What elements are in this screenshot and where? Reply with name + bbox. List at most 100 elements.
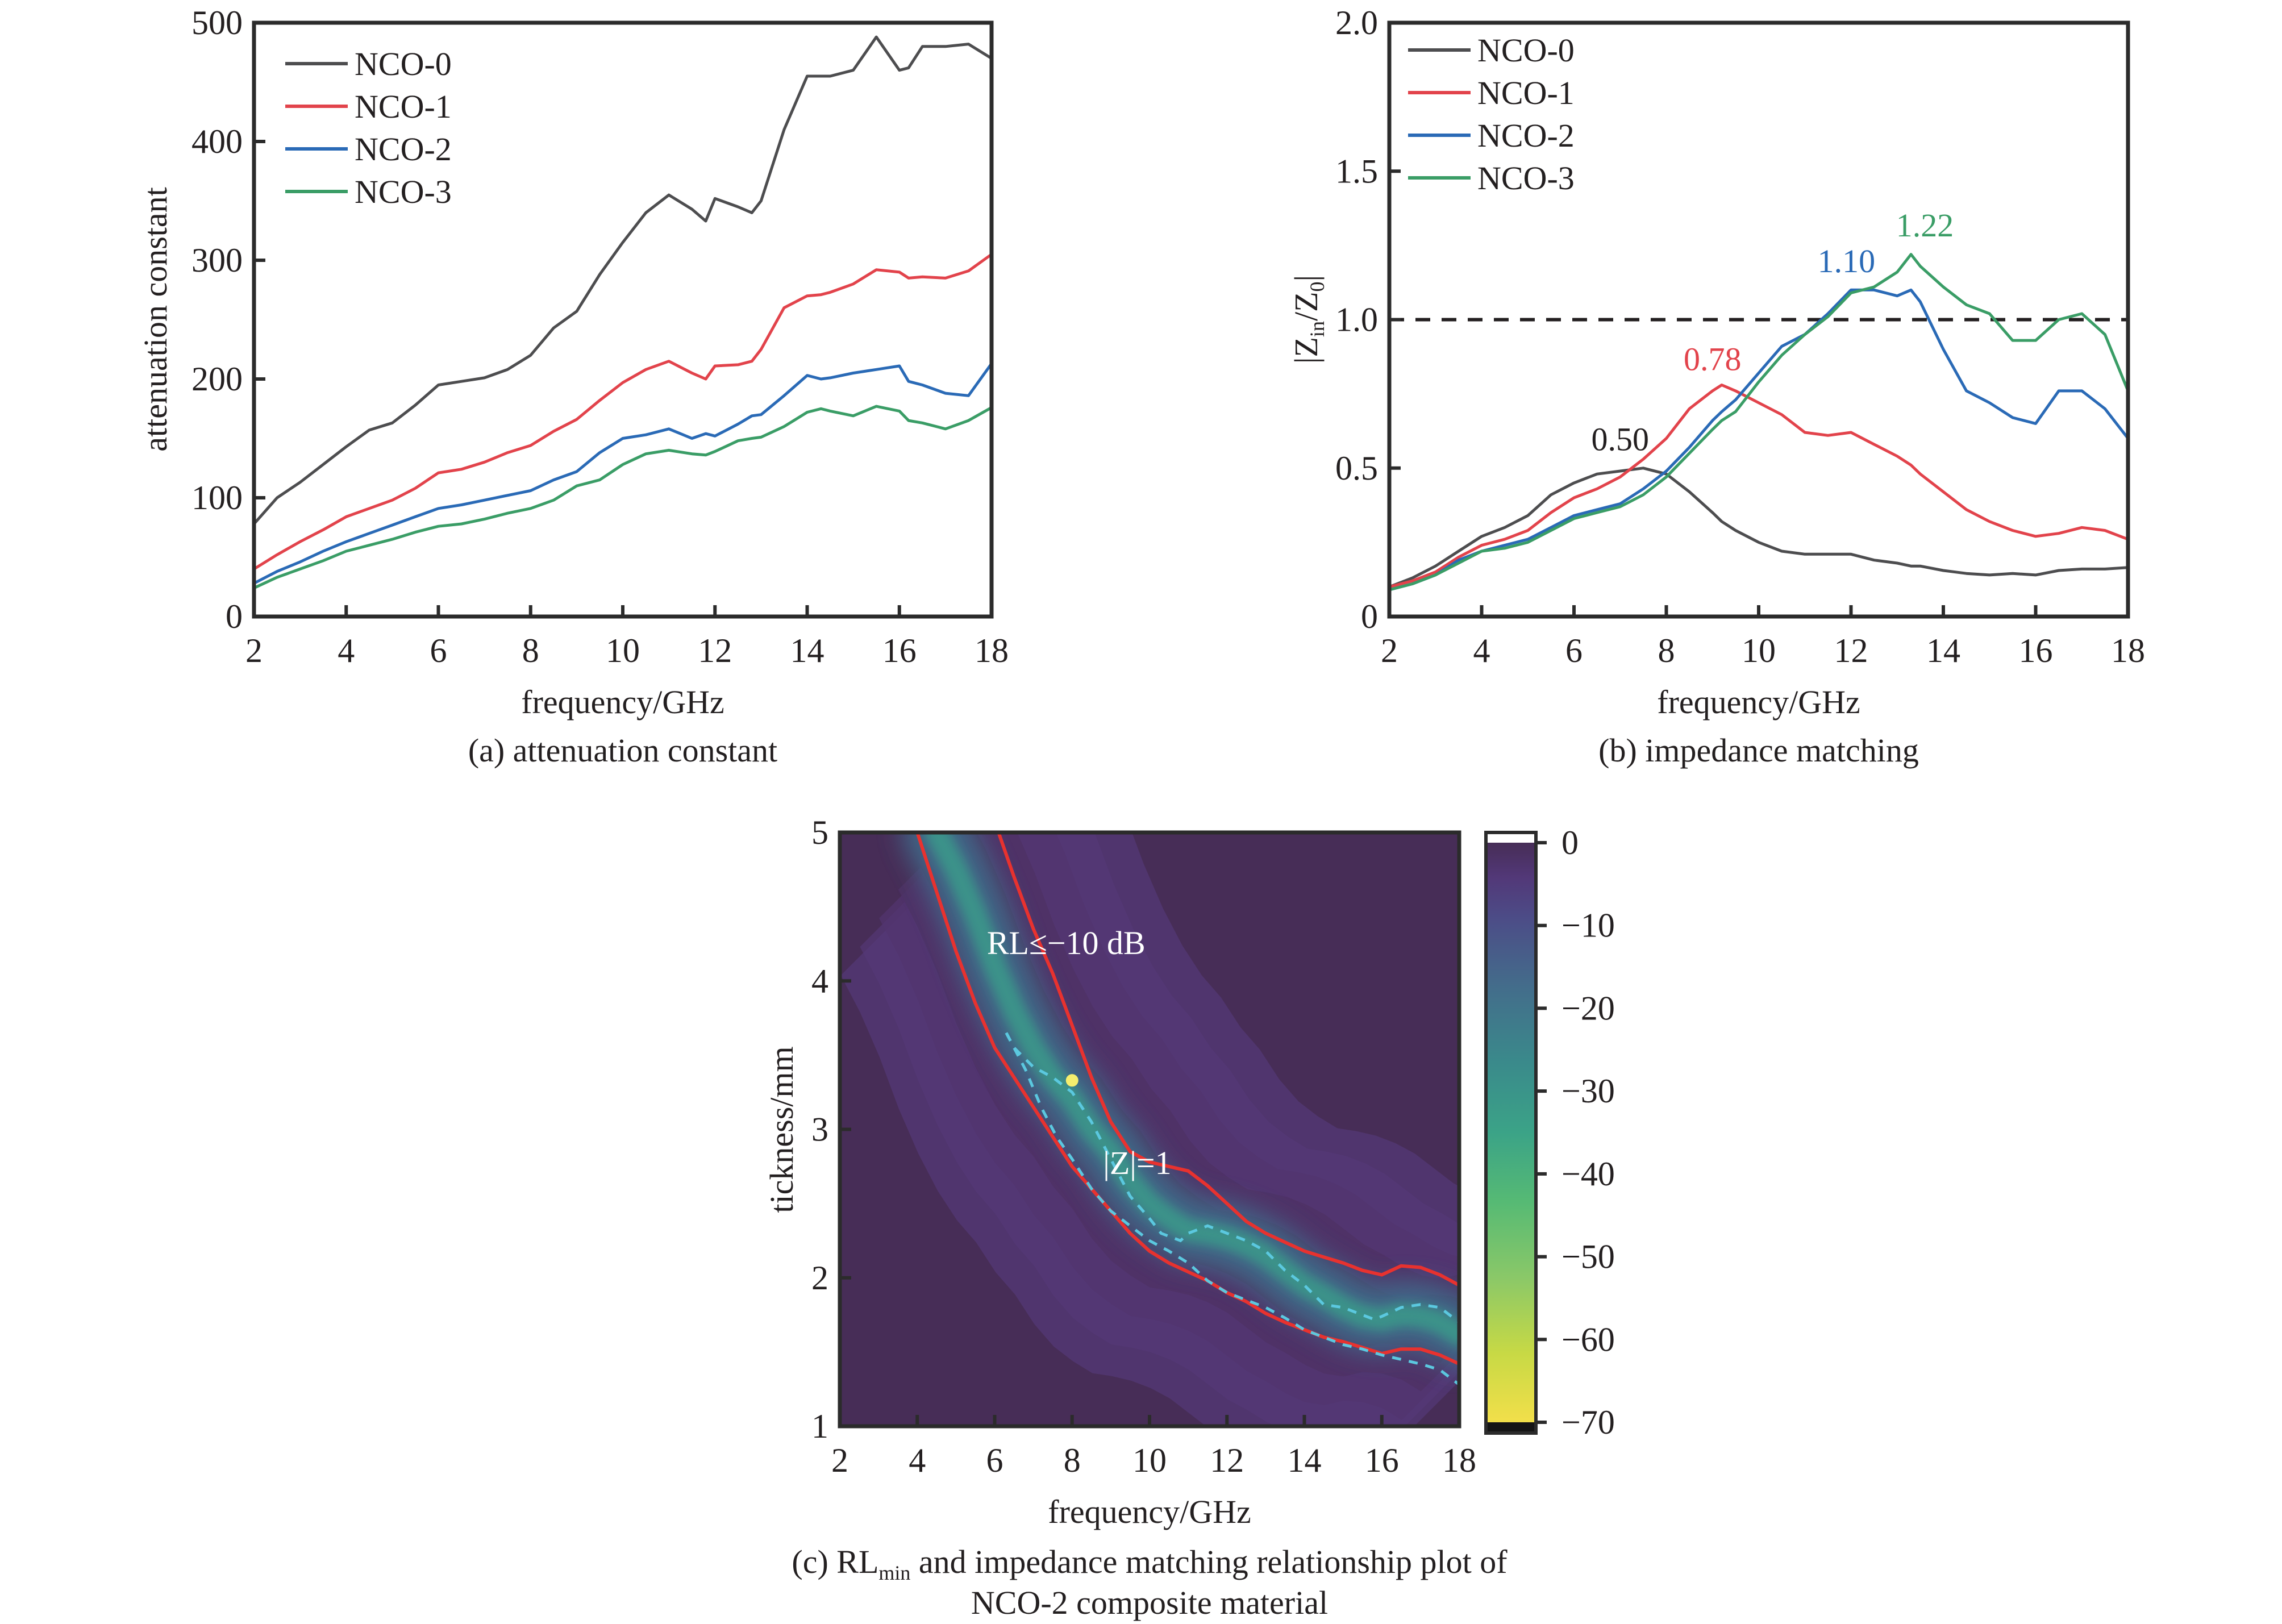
x-tick-label: 2: [1381, 632, 1398, 669]
series-line-nco-1: [1389, 384, 2128, 589]
ylabel-sub-0: 0: [1306, 282, 1329, 292]
colorbar: 0 −10 −20 −30 −40 −50 −60 −70: [1484, 824, 1615, 1441]
x-tick-label: 16: [1365, 1442, 1399, 1479]
panel-a-series: [254, 35, 992, 590]
y-tick-label: 4: [811, 962, 828, 1000]
ylabel-part: |: [1288, 275, 1325, 282]
x-tick-label: 8: [522, 632, 539, 669]
panel-c-xlabel: frequency/GHz: [1048, 1493, 1251, 1530]
rl-10db-contour-lower: [915, 832, 1459, 1366]
y-tick-label: 100: [191, 479, 243, 517]
x-tick-label: 12: [1210, 1442, 1244, 1479]
caption-rest: and impedance matching relationship plot…: [910, 1543, 1508, 1580]
x-tick-label: 18: [1442, 1442, 1476, 1479]
heatmap-contours: [915, 832, 1459, 1386]
colorbar-tick-label: −70: [1561, 1404, 1615, 1441]
x-tick-label: 14: [790, 632, 824, 669]
series-line-nco-1: [254, 253, 992, 571]
legend-label-nco-0: NCO-0: [355, 45, 452, 82]
panel-c-caption-line1: (c) RLmin and impedance matching relatio…: [792, 1543, 1508, 1584]
panel-a-caption: (a) attenuation constant: [468, 732, 777, 769]
x-tick-label: 6: [986, 1442, 1003, 1479]
y-tick-label: 0: [1361, 598, 1378, 635]
colorbar-gradient: [1487, 843, 1535, 1422]
series-line-nco-3: [1389, 253, 2128, 592]
y-tick-label: 1.0: [1335, 301, 1378, 339]
x-tick-label: 10: [1132, 1442, 1167, 1479]
x-tick-label: 10: [1742, 632, 1776, 669]
x-tick-label: 16: [882, 632, 917, 669]
y-tick-label: 0: [226, 598, 243, 635]
colorbar-tick-label: −50: [1561, 1238, 1615, 1276]
legend-label-nco-3: NCO-3: [355, 173, 452, 210]
panel-a-ticks: 2 4 6 8 10 12 14 16 18 0 100 200 300 400 500: [191, 4, 1009, 669]
y-tick-label: 1: [811, 1408, 828, 1445]
colorbar-tick-label: −10: [1561, 907, 1615, 944]
panel-b-xlabel: frequency/GHz: [1657, 684, 1860, 721]
panel-c-annotations: RL≤−10 dB |Z|=1: [987, 925, 1172, 1181]
legend-label-nco-1: NCO-1: [1477, 74, 1575, 111]
x-tick-label: 18: [975, 632, 1009, 669]
rl-min-point: [1065, 1074, 1078, 1087]
heatmap-annotation: |Z|=1: [1103, 1144, 1171, 1181]
y-tick-label: 200: [191, 360, 243, 398]
x-tick-label: 18: [2111, 632, 2145, 669]
x-tick-label: 4: [1473, 632, 1490, 669]
legend-label-nco-0: NCO-0: [1477, 32, 1575, 69]
colorbar-tick-label: 0: [1561, 824, 1579, 861]
x-tick-label: 6: [430, 632, 447, 669]
peak-label: 1.22: [1896, 207, 1954, 244]
y-tick-label: 1.5: [1335, 152, 1378, 190]
heatmap-annotation: RL≤−10 dB: [987, 925, 1146, 961]
x-tick-label: 2: [245, 632, 263, 669]
y-tick-label: 0.5: [1335, 449, 1378, 487]
caption-prefix: (c) RL: [792, 1543, 878, 1580]
x-tick-label: 8: [1658, 632, 1675, 669]
y-tick-label: 3: [811, 1111, 828, 1148]
panel-b-caption: (b) impedance matching: [1598, 732, 1919, 769]
panel-a-xlabel: frequency/GHz: [521, 684, 724, 721]
ylabel-sub-in: in: [1306, 321, 1329, 337]
y-tick-label: 500: [191, 4, 243, 41]
x-tick-label: 6: [1565, 632, 1583, 669]
legend-label-nco-3: NCO-3: [1477, 160, 1575, 197]
colorbar-tick-label: −20: [1561, 989, 1615, 1027]
series-line-nco-0: [1389, 467, 2128, 589]
peak-label: 0.50: [1592, 420, 1650, 457]
peak-label: 0.78: [1684, 340, 1742, 377]
rl-10db-contour-upper: [997, 832, 1459, 1287]
colorbar-tick-label: −60: [1561, 1321, 1615, 1358]
colorbar-tick-label: −30: [1561, 1072, 1615, 1110]
impedance-z1-contour-lower: [1005, 1032, 1459, 1386]
x-tick-label: 4: [909, 1442, 926, 1479]
colorbar-tick-label: −40: [1561, 1155, 1615, 1193]
panel-c-heatmap-body: [840, 832, 1459, 1426]
x-tick-label: 8: [1064, 1442, 1081, 1479]
panel-b-legend: NCO-0 NCO-1 NCO-2 NCO-3: [1408, 32, 1575, 197]
x-tick-label: 16: [2019, 632, 2053, 669]
legend-label-nco-2: NCO-2: [1477, 117, 1575, 154]
panel-a-ylabel: attenuation constant: [137, 187, 174, 451]
y-tick-label: 2: [811, 1259, 828, 1297]
panel-b-ticks: 2 4 6 8 10 12 14 16 18 0 0.5 1.0 1.5 2.0: [1335, 4, 2145, 669]
ylabel-part: |Z: [1288, 337, 1325, 364]
x-tick-label: 12: [698, 632, 732, 669]
panel-b-series: [1389, 253, 2128, 592]
panel-b-annotations: 0.50 0.78 1.10 1.22: [1592, 207, 1954, 457]
panel-c-caption-line2: NCO-2 composite material: [971, 1584, 1328, 1621]
series-line-nco-2: [1389, 288, 2128, 592]
colorbar-ticks: 0 −10 −20 −30 −40 −50 −60 −70: [1536, 824, 1615, 1441]
series-line-nco-3: [254, 405, 992, 590]
x-tick-label: 14: [1288, 1442, 1322, 1479]
x-tick-label: 2: [831, 1442, 848, 1479]
colorbar-bottom-cap: [1487, 1422, 1535, 1432]
y-tick-label: 5: [811, 814, 828, 851]
y-tick-label: 2.0: [1335, 4, 1378, 41]
series-line-nco-2: [254, 362, 992, 585]
ylabel-part: /Z: [1288, 292, 1325, 322]
